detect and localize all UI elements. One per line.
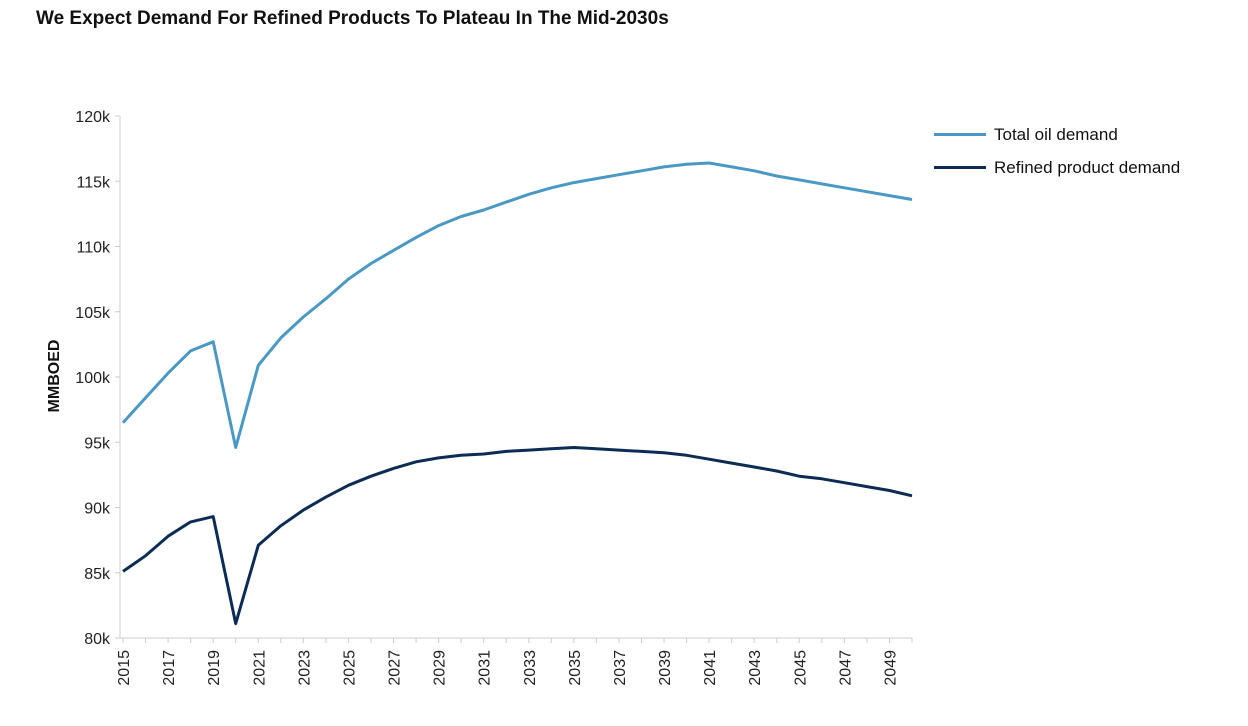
x-tick-label: 2049 <box>882 650 899 686</box>
y-tick-label: 100k <box>75 370 111 387</box>
x-tick-label: 2015 <box>116 650 133 686</box>
series-line-total-oil-demand <box>121 161 913 449</box>
legend-swatch-total-oil-demand <box>934 133 986 136</box>
series-line-refined-product-demand <box>122 446 913 626</box>
x-tick-label: 2031 <box>477 650 494 686</box>
legend-item-total-oil-demand: Total oil demand <box>934 118 1180 151</box>
x-tick-label: 2039 <box>657 650 674 686</box>
x-tick-label: 2019 <box>206 650 223 686</box>
y-tick-label: 80k <box>84 631 111 648</box>
x-tick-label: 2029 <box>432 650 449 686</box>
legend-label: Refined product demand <box>994 157 1181 177</box>
x-tick-label: 2035 <box>567 650 584 686</box>
y-tick-label: 115k <box>76 174 111 191</box>
series-lines <box>121 161 913 626</box>
x-tick-label: 2041 <box>702 650 719 686</box>
legend-label: Total oil demand <box>994 124 1118 144</box>
x-tick-label: 2027 <box>387 650 404 686</box>
axes <box>119 116 912 639</box>
x-tick-label: 2017 <box>161 650 178 686</box>
x-tick-label: 2043 <box>747 650 764 686</box>
x-tick-label: 2021 <box>251 650 268 686</box>
y-tick-label: 120k <box>75 109 111 126</box>
y-tick-label: 110k <box>76 240 111 257</box>
y-axis-label: MMBOED <box>46 340 63 413</box>
x-tick-label: 2025 <box>341 650 358 686</box>
x-tick-label: 2045 <box>792 650 809 686</box>
y-tick-label: 90k <box>84 501 111 518</box>
legend: Total oil demand Refined product demand <box>934 118 1180 184</box>
y-axis-ticks: 80k 85k 90k 95k 100k 105k 110k 115k 120k <box>75 109 120 648</box>
legend-item-refined-product-demand: Refined product demand <box>934 151 1180 184</box>
y-tick-label: 85k <box>84 566 111 583</box>
y-tick-label: 105k <box>75 305 111 322</box>
chart-title: We Expect Demand For Refined Products To… <box>36 8 669 29</box>
y-tick-label: 95k <box>84 435 111 452</box>
legend-swatch-refined-product-demand <box>934 166 986 169</box>
x-tick-label: 2037 <box>612 650 629 686</box>
x-tick-label: 2033 <box>522 650 539 686</box>
x-axis-ticks: 2015 2017 2019 2021 2023 2025 2027 2029 2031 2033… <box>116 638 913 686</box>
x-tick-label: 2047 <box>837 650 854 686</box>
x-tick-label: 2023 <box>296 650 313 686</box>
